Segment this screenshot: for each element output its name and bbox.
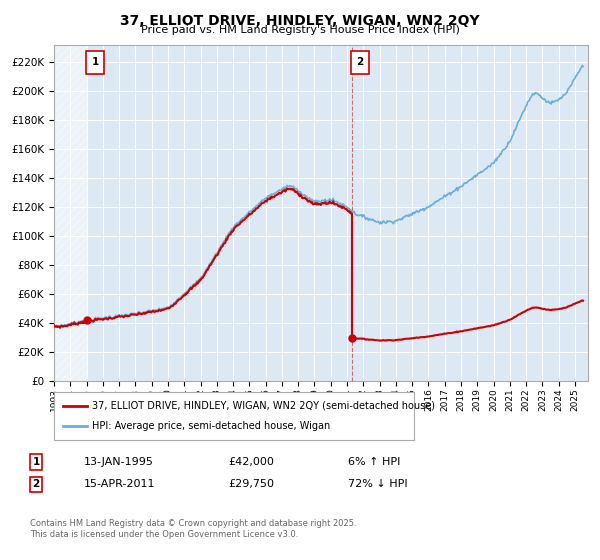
Text: Price paid vs. HM Land Registry's House Price Index (HPI): Price paid vs. HM Land Registry's House … — [140, 25, 460, 35]
Text: 2: 2 — [32, 479, 40, 489]
FancyBboxPatch shape — [86, 50, 104, 74]
Text: 1: 1 — [92, 57, 99, 67]
Text: 6% ↑ HPI: 6% ↑ HPI — [348, 457, 400, 467]
Text: Contains HM Land Registry data © Crown copyright and database right 2025.
This d: Contains HM Land Registry data © Crown c… — [30, 520, 356, 539]
Text: 13-JAN-1995: 13-JAN-1995 — [84, 457, 154, 467]
Text: 72% ↓ HPI: 72% ↓ HPI — [348, 479, 407, 489]
Text: £29,750: £29,750 — [228, 479, 274, 489]
Text: 37, ELLIOT DRIVE, HINDLEY, WIGAN, WN2 2QY (semi-detached house): 37, ELLIOT DRIVE, HINDLEY, WIGAN, WN2 2Q… — [92, 401, 435, 411]
Text: 37, ELLIOT DRIVE, HINDLEY, WIGAN, WN2 2QY: 37, ELLIOT DRIVE, HINDLEY, WIGAN, WN2 2Q… — [120, 14, 480, 28]
Text: 15-APR-2011: 15-APR-2011 — [84, 479, 155, 489]
Text: £42,000: £42,000 — [228, 457, 274, 467]
Text: HPI: Average price, semi-detached house, Wigan: HPI: Average price, semi-detached house,… — [92, 421, 330, 431]
FancyBboxPatch shape — [351, 50, 369, 74]
Bar — [54, 45, 87, 381]
Text: 1: 1 — [32, 457, 40, 467]
Text: 2: 2 — [356, 57, 364, 67]
